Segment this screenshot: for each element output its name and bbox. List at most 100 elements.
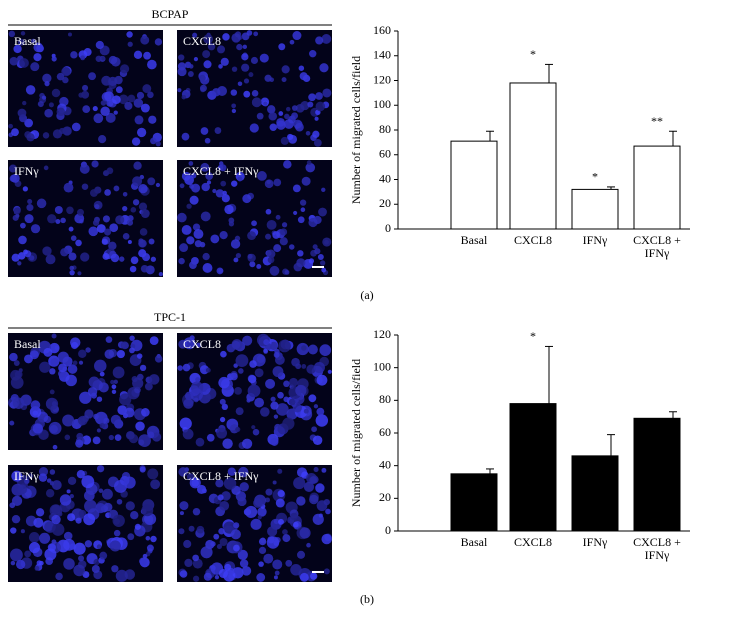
cell-nucleus bbox=[263, 339, 270, 346]
cell-nucleus bbox=[227, 467, 236, 476]
cell-nucleus bbox=[242, 335, 253, 346]
cell-nucleus bbox=[108, 55, 118, 65]
cell-nucleus bbox=[12, 214, 19, 221]
cell-nucleus bbox=[295, 363, 302, 370]
cell-nucleus bbox=[284, 269, 290, 275]
cell-nucleus bbox=[266, 249, 276, 259]
cell-nucleus bbox=[321, 267, 327, 273]
cell-nucleus bbox=[313, 404, 319, 409]
cell-nucleus bbox=[201, 488, 207, 494]
cell-nucleus bbox=[277, 518, 284, 525]
cell-nucleus bbox=[75, 239, 82, 247]
cell-nucleus bbox=[67, 364, 78, 374]
cell-nucleus bbox=[45, 397, 59, 410]
cell-nucleus bbox=[293, 521, 299, 528]
cell-nucleus bbox=[35, 508, 45, 517]
cell-nucleus bbox=[224, 563, 232, 571]
cell-nucleus bbox=[309, 494, 319, 505]
cell-nucleus bbox=[113, 529, 121, 537]
cell-nucleus bbox=[110, 253, 120, 263]
cell-nucleus bbox=[75, 517, 82, 524]
cell-nucleus bbox=[314, 248, 321, 255]
cell-nucleus bbox=[150, 137, 157, 145]
cell-nucleus bbox=[72, 360, 78, 366]
cell-nucleus bbox=[205, 172, 214, 181]
cell-nucleus bbox=[113, 110, 118, 115]
cell-nucleus bbox=[118, 94, 129, 105]
cell-nucleus bbox=[98, 488, 104, 493]
cell-nucleus bbox=[49, 368, 56, 375]
cell-nucleus bbox=[27, 199, 33, 205]
cell-nucleus bbox=[103, 502, 113, 512]
x-label-box: CXCL8 + IFNγ bbox=[633, 536, 681, 562]
cell-nucleus bbox=[140, 264, 149, 273]
cell-nucleus bbox=[273, 414, 279, 419]
cell-nucleus bbox=[126, 219, 134, 226]
cell-nucleus bbox=[292, 403, 302, 413]
cell-nucleus bbox=[186, 236, 195, 245]
cell-nucleus bbox=[145, 535, 151, 541]
cell-nucleus bbox=[9, 502, 16, 509]
cell-nucleus bbox=[256, 112, 264, 120]
cell-nucleus bbox=[218, 64, 223, 69]
cell-nucleus bbox=[223, 477, 237, 490]
cell-nucleus bbox=[13, 207, 21, 215]
cell-nucleus bbox=[241, 63, 250, 72]
x-label-box: CXCL8 + IFNγ bbox=[633, 234, 681, 260]
cell-nucleus bbox=[291, 105, 298, 111]
cell-nucleus bbox=[133, 161, 142, 170]
cell-nucleus bbox=[79, 391, 92, 404]
cell-nucleus bbox=[139, 466, 146, 473]
cell-nucleus bbox=[313, 139, 322, 147]
cell-nucleus bbox=[203, 60, 212, 69]
cell-nucleus bbox=[299, 572, 309, 582]
cell-nucleus bbox=[203, 34, 214, 44]
bar bbox=[571, 455, 619, 532]
cell-nucleus bbox=[51, 56, 57, 62]
cell-nucleus bbox=[295, 384, 307, 397]
cell-nucleus bbox=[222, 190, 227, 196]
cell-nucleus bbox=[282, 417, 295, 430]
cell-nucleus bbox=[68, 226, 74, 232]
cell-nucleus bbox=[134, 523, 141, 530]
cell-nucleus bbox=[31, 38, 36, 44]
cell-nucleus bbox=[20, 31, 26, 36]
cell-nucleus bbox=[69, 269, 75, 276]
cell-nucleus bbox=[184, 175, 194, 185]
cell-nucleus bbox=[253, 31, 259, 37]
cell-nucleus bbox=[155, 182, 161, 188]
cell-nucleus bbox=[109, 540, 121, 552]
cell-nucleus bbox=[96, 544, 102, 550]
cell-nucleus bbox=[147, 59, 157, 70]
cell-nucleus bbox=[186, 203, 192, 209]
cell-nucleus bbox=[71, 122, 81, 132]
cell-nucleus bbox=[258, 546, 267, 555]
cell-nucleus bbox=[233, 257, 239, 263]
cell-nucleus bbox=[263, 101, 268, 106]
cell-nucleus bbox=[9, 56, 19, 66]
cell-nucleus bbox=[181, 132, 190, 141]
cell-nucleus bbox=[241, 53, 249, 61]
cell-nucleus bbox=[115, 86, 123, 94]
cell-nucleus bbox=[247, 231, 257, 241]
cell-nucleus bbox=[178, 467, 188, 477]
cell-nucleus bbox=[77, 208, 84, 216]
cell-nucleus bbox=[155, 141, 161, 147]
cell-nucleus bbox=[308, 258, 315, 264]
cell-nucleus bbox=[138, 434, 151, 447]
cell-nucleus bbox=[106, 99, 114, 107]
cell-nucleus bbox=[243, 90, 251, 98]
cell-nucleus bbox=[289, 377, 298, 387]
cell-nucleus bbox=[279, 237, 288, 246]
cell-nucleus bbox=[60, 248, 69, 257]
cell-nucleus bbox=[270, 396, 276, 402]
cell-nucleus bbox=[250, 56, 259, 65]
cell-nucleus bbox=[91, 160, 99, 168]
cell-nucleus bbox=[200, 546, 213, 559]
cell-nucleus bbox=[63, 538, 76, 551]
cell-nucleus bbox=[122, 191, 128, 197]
cell-nucleus bbox=[220, 350, 227, 358]
x-label-box: Basal bbox=[461, 536, 488, 549]
cell-nucleus bbox=[272, 231, 280, 239]
cell-nucleus bbox=[219, 398, 226, 405]
